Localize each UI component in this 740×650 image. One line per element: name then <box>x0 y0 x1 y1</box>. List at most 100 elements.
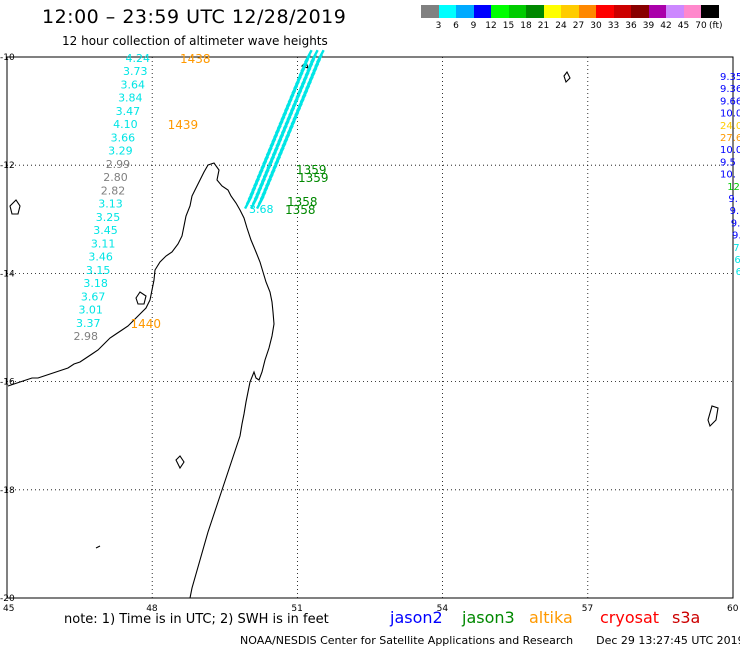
madagascar-coast <box>189 162 275 599</box>
track-west-swh: 3.45 <box>93 224 118 237</box>
lat-label: -10 <box>0 53 15 63</box>
legend-swatch <box>613 5 631 18</box>
legend-swatch <box>648 5 666 18</box>
legend-label: 70 <box>695 21 707 31</box>
madagascar-west-coast <box>7 164 209 387</box>
track-west-time: 1438 <box>180 52 211 66</box>
legend-swatch <box>596 5 614 18</box>
track-west-swh: 3.84 <box>118 92 143 105</box>
satellite-legend-s3a: s3a <box>672 608 701 627</box>
map-title: 12:00 – 23:59 UTC 12/28/2019 <box>42 6 347 28</box>
lat-label: -18 <box>0 486 15 496</box>
track-east-swh: 9. <box>730 206 740 217</box>
lon-label: 60 <box>727 604 739 614</box>
legend-swatch <box>456 5 474 18</box>
legend-swatch <box>543 5 561 18</box>
track-west-swh: 3.01 <box>78 304 103 317</box>
reunion-mauritius-coast <box>707 405 719 428</box>
lat-label: -20 <box>0 594 15 604</box>
lon-label: 51 <box>291 604 302 614</box>
track-mid-mark <box>244 195 253 210</box>
track-east-swh: 9.35 <box>720 72 740 83</box>
lon-label: 54 <box>437 604 449 614</box>
legend-swatch <box>631 5 649 18</box>
legend-label: 9 <box>470 21 477 31</box>
legend-swatch <box>508 5 526 18</box>
coastline <box>7 60 719 599</box>
track-west-swh: 3.66 <box>111 131 136 144</box>
track-east-swh: 10. <box>720 170 736 181</box>
legend-swatch <box>421 5 439 18</box>
track-east-swh: 9. <box>732 231 740 242</box>
map-frame <box>6 56 734 599</box>
island-coast <box>175 455 185 470</box>
legend-label: 18 <box>520 21 532 31</box>
legend-unit: (ft) <box>709 21 723 31</box>
track-west-swh: 2.99 <box>106 158 131 171</box>
island-coast <box>135 291 147 305</box>
satellite-tracks: 4.243.733.643.843.474.103.663.292.992.80… <box>74 49 740 343</box>
track-west-time: 1440 <box>130 317 161 331</box>
track-mid-last-swh: 3.68 <box>249 203 274 216</box>
track-west-swh: 3.13 <box>98 198 123 211</box>
track-east-swh: 27.6 <box>720 133 740 144</box>
track-east-swh: 10.0 <box>720 109 740 120</box>
track-west-swh: 3.29 <box>108 145 133 158</box>
satellite-legend-cryosat: cryosat <box>600 608 660 627</box>
track-east-swh: 7 <box>733 243 739 254</box>
legend-label: 24 <box>555 21 567 31</box>
lon-label: 45 <box>3 604 14 614</box>
legend-swatch <box>701 5 719 18</box>
track-west-swh: 3.37 <box>76 317 101 330</box>
track-mid-mark <box>250 195 259 210</box>
lon-label: 48 <box>146 604 158 614</box>
legend-label: 21 <box>537 21 550 31</box>
credit-timestamp: Dec 29 13:27:45 UTC 2019 <box>596 634 740 647</box>
track-east-swh: 9. <box>728 194 738 205</box>
footnote: note: 1) Time is in UTC; 2) SWH is in fe… <box>64 612 329 627</box>
track-mid-mark <box>256 195 265 210</box>
legend-label: 6 <box>453 21 459 31</box>
track-west-swh: 4.10 <box>113 118 138 131</box>
track-east-swh: 9. <box>731 218 740 229</box>
legend-label: 30 <box>590 21 602 31</box>
track-mid-time: 1358 <box>285 203 316 217</box>
track-east-swh: 9.66 <box>720 96 740 107</box>
legend-swatch <box>438 5 456 18</box>
legend-label: 36 <box>625 21 637 31</box>
legend-label: 39 <box>642 21 655 31</box>
lon-label: 57 <box>582 604 593 614</box>
islet-coast <box>95 545 101 549</box>
comoros-coast <box>9 199 21 215</box>
track-west-swh: 2.82 <box>101 184 126 197</box>
track-west-swh: 2.98 <box>74 330 99 343</box>
track-west-swh: 2.80 <box>103 171 128 184</box>
map-subtitle: 12 hour collection of altimeter wave hei… <box>62 34 328 48</box>
track-mid-time: 1358 <box>287 195 318 209</box>
credit-line: NOAA/NESDIS Center for Satellite Applica… <box>240 634 740 647</box>
legend-swatch <box>491 5 509 18</box>
track-east-swh: 6 <box>734 255 740 266</box>
legend-swatch <box>683 5 701 18</box>
track-west-swh: 3.46 <box>88 251 113 264</box>
island-coast <box>563 70 571 84</box>
lat-label: -14 <box>0 269 15 279</box>
track-mid-dense-labels <box>244 49 325 210</box>
satellite-legend-jason2: jason2 <box>390 608 443 627</box>
credit-org: NOAA/NESDIS Center for Satellite Applica… <box>240 634 574 647</box>
legend-swatch <box>526 5 544 18</box>
legend-swatch <box>578 5 596 18</box>
track-east-swh: 6 <box>736 267 740 278</box>
legend-label: 12 <box>485 21 497 31</box>
track-mid-time: 1359 <box>298 171 329 185</box>
track-east-swh: 24.0 <box>720 121 740 132</box>
lat-label: -12 <box>0 161 15 171</box>
track-west-swh: 3.25 <box>96 211 121 224</box>
legend-label: 3 <box>435 21 442 31</box>
track-east-swh: 10.0 <box>720 145 740 156</box>
lat-label: -16 <box>0 378 15 388</box>
track-west-swh: 3.11 <box>91 237 116 250</box>
legend-swatch <box>473 5 491 18</box>
